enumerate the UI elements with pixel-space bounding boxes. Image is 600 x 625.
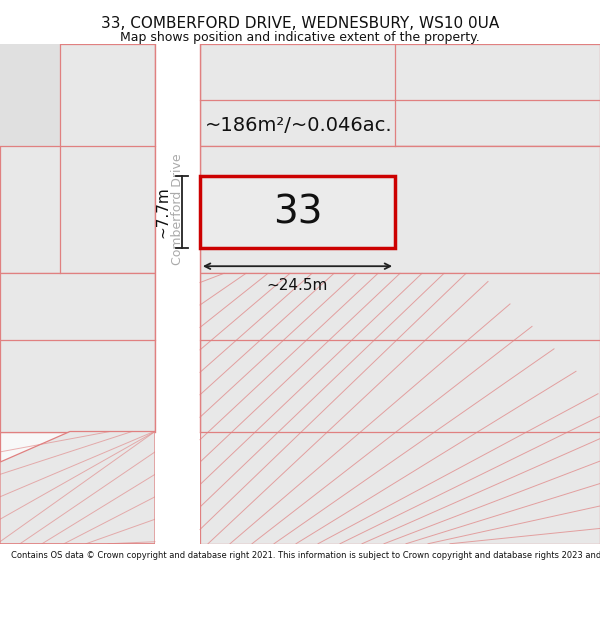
Text: Map shows position and indicative extent of the property.: Map shows position and indicative extent… (120, 31, 480, 44)
Bar (200, 176, 395, 248)
Bar (155, 44, 200, 544)
Text: Contains OS data © Crown copyright and database right 2021. This information is : Contains OS data © Crown copyright and d… (11, 551, 600, 560)
Bar (0, 44, 60, 146)
Text: ~7.7m: ~7.7m (155, 186, 170, 238)
Bar (0, 44, 155, 273)
FancyBboxPatch shape (155, 431, 200, 544)
Text: Comberford Drive: Comberford Drive (171, 153, 184, 264)
Bar (200, 146, 600, 273)
Bar (200, 44, 600, 146)
Bar (395, 146, 600, 273)
Text: ~24.5m: ~24.5m (267, 279, 328, 294)
Bar (200, 273, 600, 544)
Bar (0, 273, 155, 431)
Polygon shape (0, 431, 155, 544)
Text: 33: 33 (273, 193, 322, 231)
Text: 33, COMBERFORD DRIVE, WEDNESBURY, WS10 0UA: 33, COMBERFORD DRIVE, WEDNESBURY, WS10 0… (101, 16, 499, 31)
Text: ~186m²/~0.046ac.: ~186m²/~0.046ac. (205, 116, 392, 135)
